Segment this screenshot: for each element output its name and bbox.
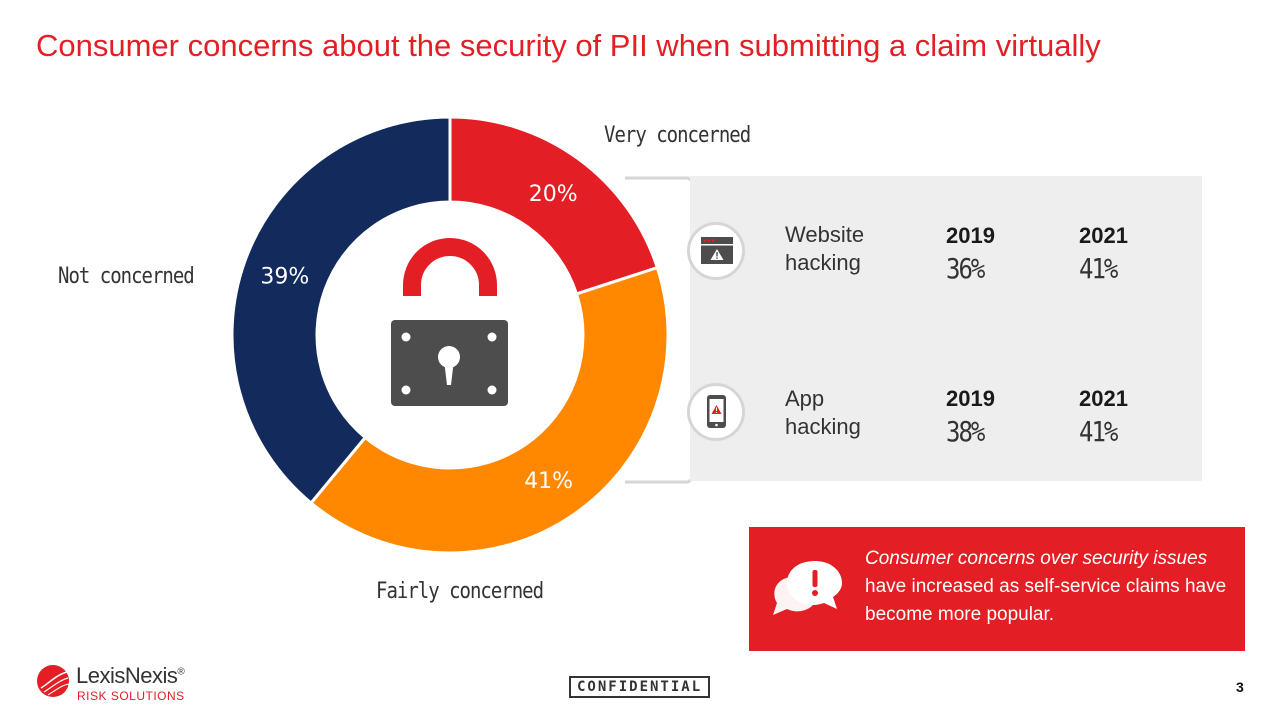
year-2019-app: 2019 <box>946 386 995 411</box>
year-2021-website: 2021 <box>1079 223 1128 248</box>
donut-segment-very-concerned <box>448 115 660 296</box>
data-label-fairly-concerned: 41% <box>524 469 573 494</box>
label-fairly-concerned: Fairly concerned <box>376 578 544 604</box>
value-2021-website: 41% <box>1079 252 1118 286</box>
item-label-app: App hacking <box>785 386 861 439</box>
slide-title: Consumer concerns about the security of … <box>36 28 1101 63</box>
item-label-website: Website hacking <box>785 222 865 275</box>
value-2019-app: 38% <box>946 415 985 449</box>
speech-bubble-alert-icon <box>773 561 842 615</box>
padlock-icon <box>391 238 508 406</box>
year-2021-app: 2021 <box>1079 386 1128 411</box>
callout-box: Consumer concerns over security issues h… <box>749 527 1245 651</box>
brand-subtitle: RISK SOLUTIONS <box>77 689 185 703</box>
hacking-panel <box>690 176 1202 481</box>
lexisnexis-logo-icon <box>37 665 70 697</box>
confidential-stamp: CONFIDENTIAL <box>569 676 711 698</box>
label-not-concerned: Not concerned <box>58 263 195 289</box>
value-2019-website: 36% <box>946 252 985 286</box>
donut-segment-not-concerned <box>230 115 452 506</box>
browser-warning-icon <box>687 222 745 280</box>
data-label-not-concerned: 39% <box>260 265 309 290</box>
donut-segment-fairly-concerned <box>308 265 670 555</box>
data-label-very-concerned: 20% <box>529 182 578 207</box>
page-number: 3 <box>1236 679 1244 695</box>
brand-name: LexisNexis® <box>76 663 185 688</box>
year-2019-website: 2019 <box>946 223 995 248</box>
value-2021-app: 41% <box>1079 415 1118 449</box>
phone-warning-icon <box>687 383 745 441</box>
callout-text: Consumer concerns over security issues h… <box>865 548 1227 625</box>
label-very-concerned: Very concerned <box>604 122 751 148</box>
